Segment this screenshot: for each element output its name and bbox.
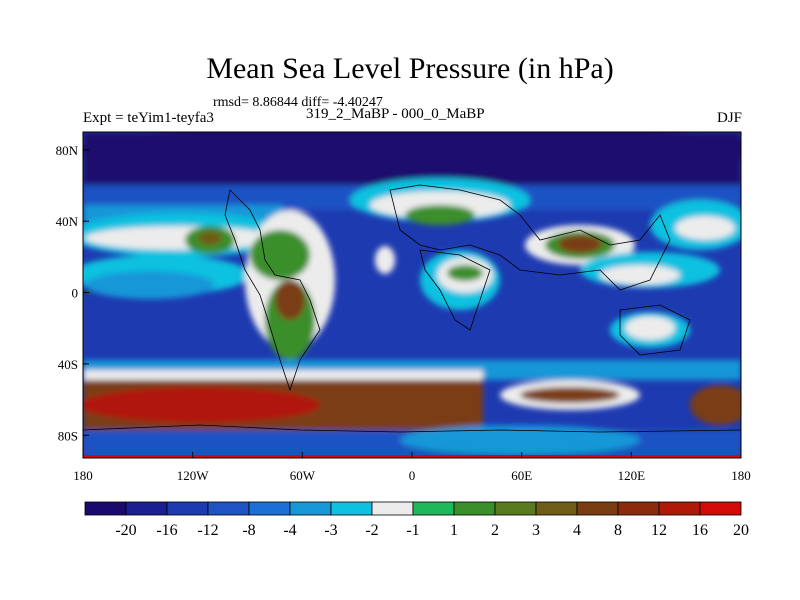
colorbar: -20 -16 -12 -8 -4 -3 -2 -1 1 2 3 4 8 12 16 20	[84, 501, 749, 539]
lat-tick-label: 80N	[56, 143, 79, 158]
colorbar-label: -8	[242, 522, 255, 539]
colorbar-label: -16	[156, 522, 177, 539]
colorbar-label: 1	[450, 522, 458, 539]
colorbar-label: -20	[115, 522, 136, 539]
colorbar-label: 4	[573, 522, 581, 539]
colorbar-swatch	[330, 501, 373, 516]
lat-tick-label: 80S	[58, 428, 78, 443]
colorbar-label: -4	[283, 522, 296, 539]
season-label: DJF	[716, 110, 742, 126]
longitude-axis: 180 120W 60W 0 60E 120E 180	[73, 452, 751, 483]
colorbar-swatch	[412, 501, 455, 516]
lat-tick-label: 40S	[58, 357, 78, 372]
colorbar-label: -3	[324, 522, 337, 539]
colorbar-swatch	[699, 501, 742, 516]
latitude-axis: 80N 40N 0 40S 80S	[56, 143, 89, 443]
colorbar-label: 12	[651, 522, 667, 539]
colorbar-label: 20	[733, 522, 749, 539]
lat-tick-label: 40N	[56, 214, 79, 229]
colorbar-label: 16	[692, 522, 708, 539]
map-title: Mean Sea Level Pressure (in hPa)	[206, 52, 614, 85]
lon-tick-label: 180	[731, 468, 751, 483]
colorbar-label: 3	[532, 522, 540, 539]
colorbar-swatch	[371, 501, 414, 516]
colorbar-swatch	[248, 501, 291, 516]
lat-tick-label: 0	[72, 286, 79, 301]
lon-tick-label: 60W	[290, 468, 316, 483]
colorbar-swatch	[494, 501, 537, 516]
lon-tick-label: 120E	[618, 468, 646, 483]
colorbar-swatch	[289, 501, 332, 516]
lon-tick-label: 0	[409, 468, 416, 483]
lon-tick-label: 120W	[177, 468, 210, 483]
lon-tick-label: 180	[73, 468, 93, 483]
colorbar-swatch	[84, 501, 127, 516]
colorbar-swatch	[617, 501, 660, 516]
colorbar-label: 2	[491, 522, 499, 539]
period-label: 319_2_MaBP - 000_0_MaBP	[306, 106, 485, 122]
colorbar-swatch	[658, 501, 701, 516]
lon-tick-label: 60E	[511, 468, 532, 483]
colorbar-label: 8	[614, 522, 622, 539]
colorbar-swatch	[535, 501, 578, 516]
colorbar-label: -12	[197, 522, 218, 539]
colorbar-swatch	[166, 501, 209, 516]
colorbar-swatch	[576, 501, 619, 516]
colorbar-label: -2	[365, 522, 378, 539]
colorbar-swatch	[207, 501, 250, 516]
colorbar-swatch	[125, 501, 168, 516]
colorbar-label: -1	[406, 522, 419, 539]
statistics-line: rmsd= 8.86844 diff= -4.40247	[213, 95, 383, 110]
experiment-label: Expt = teYim1-teyfa3	[83, 110, 214, 126]
colorbar-swatch	[453, 501, 496, 516]
contour-field	[83, 132, 741, 458]
